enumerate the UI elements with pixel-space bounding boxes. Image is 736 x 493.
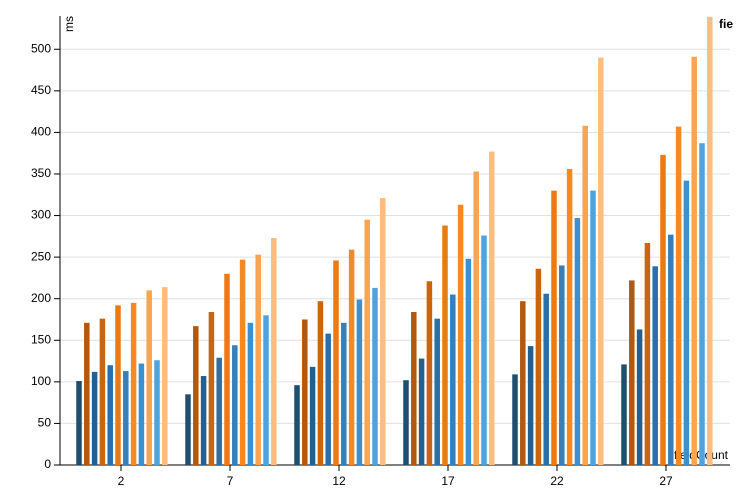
y-tick-label: 500 bbox=[31, 41, 51, 55]
y-tick-label: 50 bbox=[38, 416, 52, 430]
bar bbox=[130, 302, 137, 465]
y-axis-label: ms bbox=[62, 16, 76, 32]
bar bbox=[317, 301, 324, 465]
bar bbox=[99, 318, 106, 465]
bar bbox=[683, 180, 690, 465]
bar bbox=[123, 371, 129, 465]
bar bbox=[372, 287, 378, 465]
y-tick-label: 100 bbox=[31, 374, 51, 388]
bar bbox=[232, 345, 238, 465]
bar bbox=[84, 322, 90, 465]
y-tick-label: 300 bbox=[31, 208, 51, 222]
bar bbox=[154, 360, 160, 465]
y-tick-label: 0 bbox=[44, 457, 51, 471]
bar bbox=[263, 315, 269, 465]
bar bbox=[294, 385, 300, 465]
bar bbox=[403, 380, 409, 465]
bar bbox=[457, 204, 464, 466]
bar bbox=[590, 190, 596, 465]
bar bbox=[527, 346, 534, 465]
bar bbox=[325, 333, 331, 465]
bar bbox=[434, 318, 440, 465]
bar bbox=[146, 290, 152, 465]
y-tick-label: 400 bbox=[31, 125, 51, 139]
bar bbox=[465, 258, 472, 465]
bar bbox=[200, 376, 207, 465]
bar bbox=[91, 371, 98, 465]
bar bbox=[512, 374, 518, 465]
bar bbox=[162, 287, 168, 465]
bar bbox=[426, 281, 433, 465]
bar bbox=[551, 190, 557, 465]
bar bbox=[520, 301, 526, 465]
bar bbox=[473, 171, 479, 465]
bar bbox=[418, 358, 425, 465]
x-tick-label: 22 bbox=[550, 474, 564, 488]
y-tick-label: 450 bbox=[31, 83, 51, 97]
x-tick-label: 12 bbox=[332, 474, 346, 488]
y-tick-label: 200 bbox=[31, 291, 51, 305]
bar bbox=[333, 260, 339, 465]
bar bbox=[450, 294, 456, 465]
x-tick-label: 2 bbox=[118, 474, 125, 488]
bar bbox=[668, 234, 674, 465]
bar bbox=[380, 198, 386, 465]
bar bbox=[621, 364, 627, 465]
y-tick-label: 150 bbox=[31, 332, 51, 346]
bar bbox=[255, 254, 261, 465]
bar bbox=[271, 238, 277, 465]
bar bbox=[652, 266, 658, 465]
bar bbox=[636, 329, 643, 465]
bar bbox=[193, 326, 199, 465]
bar bbox=[348, 249, 355, 465]
x-tick-label: 7 bbox=[227, 474, 234, 488]
bar bbox=[559, 265, 565, 465]
bar bbox=[76, 381, 82, 465]
bar bbox=[481, 235, 487, 465]
bar bbox=[598, 57, 604, 466]
bar bbox=[660, 154, 666, 465]
bar bbox=[302, 319, 308, 465]
bar bbox=[582, 125, 588, 465]
bar bbox=[247, 322, 254, 465]
bar bbox=[208, 312, 215, 465]
bars bbox=[76, 16, 713, 466]
bar bbox=[356, 299, 363, 465]
bar bbox=[489, 151, 495, 465]
y-tick-label: 250 bbox=[31, 249, 51, 263]
bar bbox=[115, 305, 121, 465]
bar bbox=[185, 394, 191, 465]
bar bbox=[566, 168, 573, 465]
bar bbox=[644, 242, 651, 465]
bar bbox=[699, 143, 705, 465]
bar bbox=[309, 366, 316, 465]
y-tick-label: 350 bbox=[31, 166, 51, 180]
bar bbox=[224, 273, 230, 465]
bar bbox=[138, 363, 145, 465]
bar bbox=[574, 218, 581, 465]
bar bbox=[629, 280, 635, 465]
bar bbox=[341, 322, 347, 465]
x-tick-label: 27 bbox=[659, 474, 673, 488]
bar bbox=[364, 219, 370, 465]
bar bbox=[535, 268, 542, 465]
bar bbox=[442, 225, 448, 465]
bar bbox=[675, 126, 682, 465]
bar bbox=[411, 312, 417, 465]
bar bbox=[216, 357, 222, 465]
bar bbox=[239, 259, 246, 465]
bar bbox=[691, 56, 697, 466]
bar bbox=[543, 293, 549, 465]
x-tick-label: 17 bbox=[441, 474, 455, 488]
legend-text: fie bbox=[719, 17, 733, 31]
bar bbox=[707, 16, 713, 465]
bar bbox=[107, 365, 113, 465]
